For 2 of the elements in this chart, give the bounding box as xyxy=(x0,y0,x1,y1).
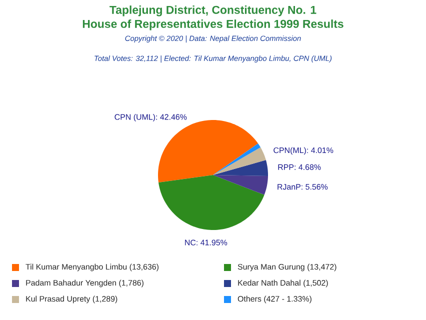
chart-title: Taplejung District, Constituency No. 1 xyxy=(110,6,316,16)
chart-subtitle: House of Representatives Election 1999 Results xyxy=(82,20,344,30)
